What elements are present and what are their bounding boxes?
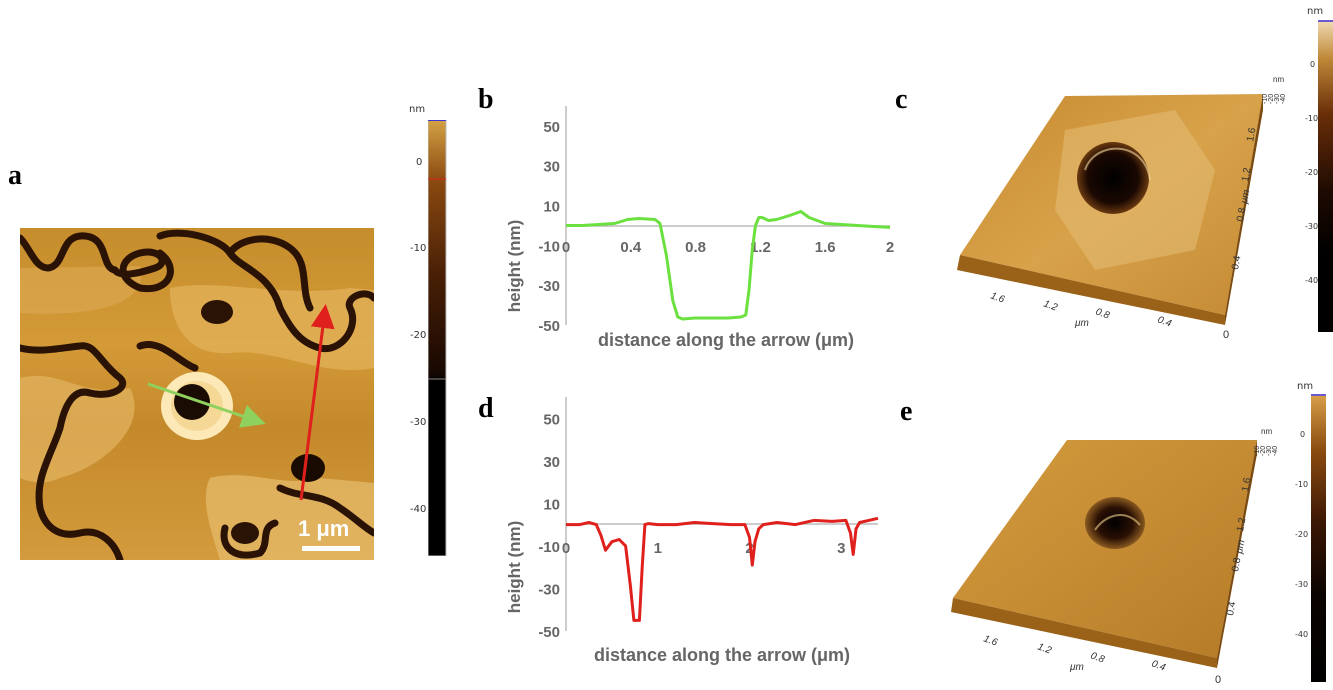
colorbar-e-unit: nm	[1297, 381, 1314, 392]
ylabel: height (nm)	[505, 220, 524, 313]
colorbar-a-tick-1: -10	[410, 243, 427, 254]
panel-label-b: b	[478, 84, 494, 115]
afm-3d-view-e: 1.6 1.2 0.8 0.4 μm 0 1.6 1.2 0.8 0.4 μm …	[951, 427, 1279, 686]
x-tick-label-2: 0.8	[685, 239, 706, 256]
c-x-tick-3: 0.4	[1156, 314, 1173, 329]
colorbar-a-tick-3: -30	[410, 417, 427, 428]
e-z-tick-1: -20	[1260, 446, 1267, 456]
y-tick-label-1: 30	[543, 454, 560, 471]
c-z-tick-3: -40	[1280, 94, 1287, 104]
e-y-tick-0: 1.6	[1240, 476, 1253, 492]
colorbar-a	[428, 120, 447, 556]
x-tick-label-3: 1.2	[750, 239, 771, 256]
e-x-tick-3: 0.4	[1150, 658, 1167, 673]
afm-image-a: 1 μm	[20, 228, 374, 560]
colorbar-a-tick-2: -20	[410, 330, 427, 341]
e-z-tick-0: -10	[1254, 446, 1261, 456]
scale-bar-label: 1 μm	[298, 516, 349, 541]
height-profile-chart-green: 50 30 10 -10 -30 -50 0 0.4 0.8 1.2 1.6 2 height (n…	[505, 106, 894, 350]
xlabel: distance along the arrow (μm)	[598, 330, 854, 350]
y-tick-label-1: 30	[543, 159, 560, 176]
colorbar-c-tick-2: -20	[1305, 168, 1319, 177]
y-tick-label-5: -50	[538, 624, 560, 641]
c-x-tick-2: 0.8	[1094, 306, 1111, 321]
e-x-unit: μm	[1069, 662, 1084, 673]
colorbar-e	[1311, 394, 1326, 682]
colorbar-c-tick-3: -30	[1305, 222, 1319, 231]
e-x-tick-0: 1.6	[982, 633, 999, 648]
series-line-red	[566, 516, 879, 622]
e-z-unit: nm	[1261, 427, 1272, 436]
green-arrow	[147, 382, 266, 428]
x-tick-label-3: 3	[837, 540, 845, 557]
e-y-tick-3: 0.4	[1225, 600, 1238, 616]
c-z-tick-2: -30	[1274, 94, 1281, 104]
panel-label-d: d	[478, 393, 494, 424]
y-tick-label-3: -10	[538, 238, 560, 255]
colorbar-c-unit: nm	[1307, 6, 1324, 17]
e-origin: 0	[1215, 674, 1221, 686]
scale-bar	[302, 546, 360, 551]
colorbar-e-tick-2: -20	[1295, 530, 1309, 539]
y-tick-label-2: 10	[543, 199, 560, 216]
afm-3d-view-c: 1.6 1.2 0.8 0.4 μm 0 1.6 1.2 0.8 0.4 μm …	[957, 75, 1287, 341]
e-x-tick-1: 1.2	[1036, 641, 1053, 656]
panel-label-c: c	[895, 84, 908, 115]
c-z-unit: nm	[1273, 75, 1284, 84]
c-y-tick-1: 1.2	[1240, 166, 1253, 182]
colorbar-c	[1318, 20, 1333, 332]
panel-label-e: e	[900, 396, 913, 427]
y-tick-label-2: 10	[543, 496, 560, 513]
y-tick-label-4: -30	[538, 278, 560, 295]
c-y-tick-2: 0.8	[1235, 206, 1248, 222]
x-tick-label-4: 1.6	[815, 239, 836, 256]
colorbar-c-tick-4: -40	[1305, 276, 1319, 285]
colorbar-a-unit: nm	[409, 104, 426, 115]
c-x-tick-1: 1.2	[1042, 298, 1059, 313]
c-y-tick-3: 0.4	[1230, 254, 1243, 270]
c-y-tick-0: 1.6	[1245, 126, 1258, 142]
e-x-tick-2: 0.8	[1089, 650, 1106, 665]
e-y-tick-2: 0.8	[1230, 556, 1243, 572]
colorbar-a-tick-0: 0	[416, 157, 423, 168]
panel-label-a: a	[8, 160, 22, 191]
colorbar-c-tick-0: 0	[1310, 60, 1316, 69]
c-z-tick-0: -10	[1262, 94, 1269, 104]
y-tick-label-4: -30	[538, 581, 560, 598]
c-y-unit: μm	[1239, 189, 1252, 205]
x-tick-label-1: 1	[654, 540, 662, 557]
x-tick-label-0: 0	[562, 540, 570, 557]
e-z-tick-2: -30	[1266, 446, 1273, 456]
c-x-unit: μm	[1074, 318, 1089, 329]
c-x-tick-0: 1.6	[989, 290, 1006, 305]
x-tick-label-0: 0	[562, 239, 570, 256]
colorbar-c-tick-1: -10	[1305, 114, 1319, 123]
colorbar-e-tick-1: -10	[1295, 480, 1309, 489]
e-z-tick-3: -40	[1272, 446, 1279, 456]
colorbar-e-tick-0: 0	[1300, 430, 1306, 439]
c-z-tick-1: -20	[1268, 94, 1275, 104]
c-origin: 0	[1223, 329, 1229, 341]
series-line-green	[566, 210, 891, 321]
y-tick-label-0: 50	[543, 411, 560, 428]
e-y-unit: μm	[1234, 539, 1247, 555]
colorbar-e-tick-3: -30	[1295, 580, 1309, 589]
x-tick-label-1: 0.4	[620, 239, 642, 256]
colorbar-a-tick-4: -40	[410, 504, 427, 515]
red-arrow	[299, 304, 335, 501]
y-tick-label-3: -10	[538, 539, 560, 556]
colorbar-e-tick-4: -40	[1295, 630, 1309, 639]
y-tick-label-0: 50	[543, 119, 560, 136]
x-tick-label-5: 2	[886, 239, 894, 256]
xlabel: distance along the arrow (μm)	[594, 645, 850, 665]
y-tick-label-5: -50	[538, 318, 560, 335]
ylabel: height (nm)	[505, 521, 524, 614]
e-y-tick-1: 1.2	[1235, 516, 1248, 532]
